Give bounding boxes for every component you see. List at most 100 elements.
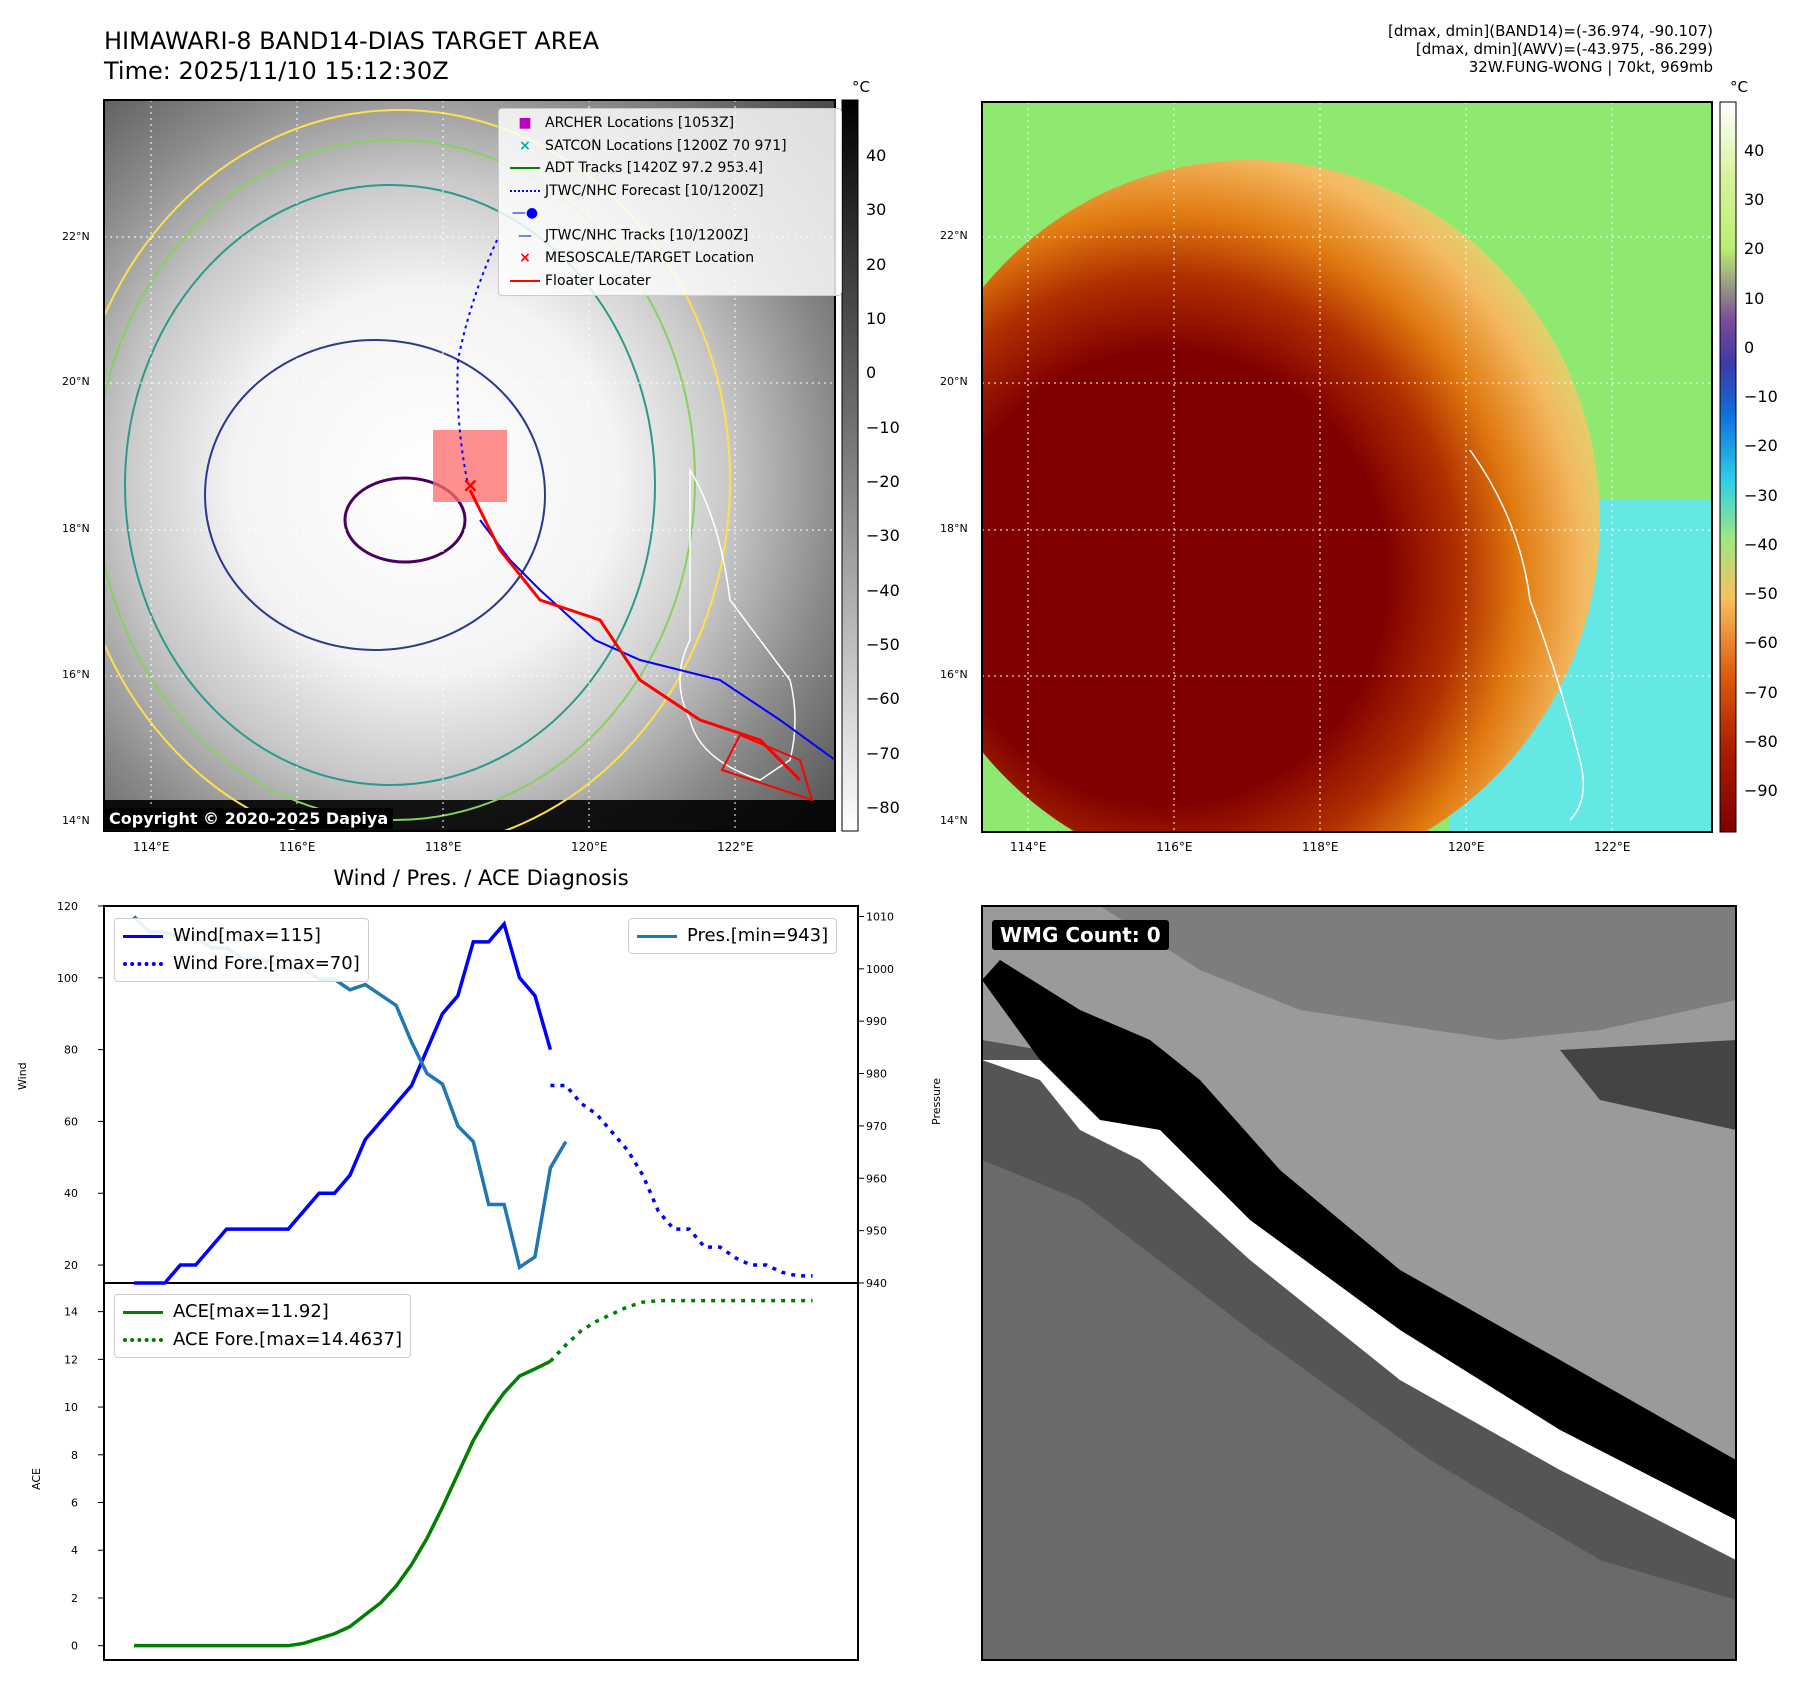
right-map <box>982 102 1712 832</box>
legend-adt-label: ADT Tracks [1420Z 97.2 953.4] <box>545 160 764 176</box>
ace-marks <box>134 1298 813 1648</box>
wind-tick-label: 20 <box>64 1259 78 1272</box>
legend-wind: Wind[max=115] <box>123 922 360 950</box>
cbar-tick-label: −20 <box>866 472 900 491</box>
line-marker-icon <box>505 157 545 180</box>
cbar-tick-label: 10 <box>866 309 887 328</box>
lon-tick-left-118: 118°E <box>425 840 462 854</box>
cbar-tick-label: −30 <box>1744 485 1778 505</box>
cbar-tick-label: −70 <box>1744 682 1778 702</box>
lat-tick-left-14: 14°N <box>62 814 90 827</box>
lat-tick-right-16: 16°N <box>940 668 968 681</box>
ace-tick-label: 2 <box>71 1592 78 1605</box>
cbar-tick-label: −30 <box>866 526 900 546</box>
cbar-tick-label: 20 <box>866 254 887 274</box>
wmg-black-band <box>982 960 1736 1520</box>
cbar-tick-label: −60 <box>866 689 900 709</box>
wind-tick-label: 100 <box>57 972 78 985</box>
ace-ylabel: ACE <box>30 1468 43 1490</box>
x-marker-icon: × <box>519 137 531 154</box>
line-marker-icon <box>505 270 545 293</box>
map-legend: ■ ARCHER Locations [1053Z] × SATCON Locati… <box>498 108 842 296</box>
coastline-right <box>1469 449 1585 821</box>
legend-ace-fore: ACE Fore.[max=14.4637] <box>123 1326 402 1354</box>
lon-tick-right-122: 122°E <box>1594 840 1631 854</box>
legend-adt: ADT Tracks [1420Z 97.2 953.4] <box>505 157 835 180</box>
series-line-wind <box>134 920 553 1285</box>
legend-ace-label: ACE[max=11.92] <box>173 1301 329 1322</box>
lat-tick-left-16: 16°N <box>62 668 90 681</box>
right-cbar-unit: °C <box>1730 78 1748 96</box>
series-line-ace-fore- <box>549 1298 813 1363</box>
cbar-tick-label: −90 <box>1744 781 1778 800</box>
wind-tick-label: 120 <box>57 900 78 913</box>
cbar-tick-label: 0 <box>1744 337 1755 357</box>
series-line-ace <box>134 1359 552 1648</box>
info-line-2: [dmax, dmin](AWV)=(-43.975, -86.299) <box>1415 40 1713 58</box>
wind-ylabel: Wind <box>16 1062 29 1090</box>
ace-tick-label: 12 <box>64 1353 78 1366</box>
ace-legend: ACE[max=11.92] ACE Fore.[max=14.4637] <box>114 1294 411 1358</box>
legend-wind-fore-label: Wind Fore.[max=70] <box>173 953 360 974</box>
cbar-tick-label: −10 <box>866 417 900 437</box>
wmg-count-label: WMG Count: 0 <box>992 920 1169 950</box>
cbar-tick-label: −60 <box>1744 633 1778 653</box>
cbar-tick-label: −70 <box>866 743 900 763</box>
chart-title: HIMAWARI-8 BAND14-DIAS TARGET AREA Time:… <box>104 26 599 86</box>
left-cbar-unit: °C <box>852 78 870 96</box>
legend-floater: Floater Locater <box>505 270 835 293</box>
pressure-tick-label: 1010 <box>866 910 894 923</box>
legend-mesoscale-label: MESOSCALE/TARGET Location <box>545 250 755 266</box>
svg-text:×: × <box>462 473 479 497</box>
wind-tick-label: 60 <box>64 1115 78 1128</box>
cbar-tick-label: 0 <box>866 363 877 383</box>
pressure-tick-label: 940 <box>866 1277 887 1290</box>
lat-tick-right-22: 22°N <box>940 229 968 242</box>
legend-ace-fore-label: ACE Fore.[max=14.4637] <box>173 1329 402 1350</box>
dotted-line-icon <box>123 962 163 966</box>
ace-tick-label: 6 <box>71 1497 78 1510</box>
pressure-tick-label: 980 <box>866 1068 887 1081</box>
legend-floater-label: Floater Locater <box>545 272 651 289</box>
lat-tick-left-18: 18°N <box>62 522 90 535</box>
cbar-tick-label: 40 <box>866 146 887 165</box>
lon-tick-right-114: 114°E <box>1010 840 1047 854</box>
solid-line-icon <box>123 1310 163 1314</box>
ace-tick-label: 8 <box>71 1449 78 1462</box>
cbar-tick-label: −50 <box>866 635 900 654</box>
lat-tick-right-18: 18°N <box>940 522 968 535</box>
lon-tick-left-120: 120°E <box>571 840 608 854</box>
legend-tracks: —●— JTWC/NHC Tracks [10/1200Z] <box>505 202 835 247</box>
lon-tick-right-120: 120°E <box>1448 840 1485 854</box>
legend-tracks-label: JTWC/NHC Tracks [10/1200Z] <box>545 227 749 244</box>
lon-tick-left-114: 114°E <box>133 840 170 854</box>
wind-legend: Wind[max=115] Wind Fore.[max=70] <box>114 918 369 982</box>
ace-tick-label: 4 <box>71 1544 78 1557</box>
ace-tick-label: 10 <box>64 1401 78 1414</box>
left-colorbar <box>841 99 859 832</box>
title-line-1: HIMAWARI-8 BAND14-DIAS TARGET AREA <box>104 27 600 55</box>
legend-wind-fore: Wind Fore.[max=70] <box>123 950 360 978</box>
contour-teal <box>124 184 656 786</box>
pressure-ylabel: Pressure <box>930 1078 943 1125</box>
dotted-line-icon <box>123 1338 163 1342</box>
dotted-line-icon <box>505 180 545 203</box>
wmg-panel <box>981 905 1737 1661</box>
lat-tick-right-14: 14°N <box>940 814 968 827</box>
wmg-white-band <box>982 1060 1736 1560</box>
lon-tick-right-116: 116°E <box>1156 840 1193 854</box>
lat-tick-left-20: 20°N <box>62 375 90 388</box>
pressure-tick-label: 970 <box>866 1120 887 1133</box>
legend-forecast: JTWC/NHC Forecast [10/1200Z] <box>505 180 835 203</box>
contour-purple <box>343 476 467 564</box>
legend-archer-label: ARCHER Locations [1053Z] <box>545 115 735 131</box>
lat-tick-left-22: 22°N <box>62 230 90 243</box>
cbar-tick-label: −80 <box>866 798 900 817</box>
cbar-tick-label: −20 <box>1744 436 1778 456</box>
lon-tick-left-122: 122°E <box>717 840 754 854</box>
legend-satcon: × SATCON Locations [1200Z 70 971] <box>505 135 835 158</box>
legend-pressure-label: Pres.[min=943] <box>687 925 829 946</box>
forecast-track <box>456 239 498 486</box>
contour-navy <box>204 339 546 651</box>
